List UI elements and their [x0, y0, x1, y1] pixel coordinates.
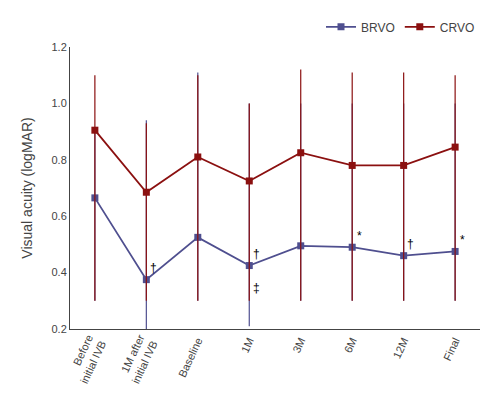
svg-text:Beforeinitial IVB: Beforeinitial IVB — [65, 333, 108, 386]
svg-text:6M: 6M — [342, 336, 359, 355]
svg-text:*: * — [357, 229, 362, 243]
svg-text:1M afterinitial IVB: 1M afterinitial IVB — [116, 332, 159, 385]
svg-text:1M: 1M — [239, 336, 256, 355]
svg-text:1.0: 1.0 — [52, 97, 67, 109]
svg-text:‡: ‡ — [253, 281, 260, 295]
svg-text:1.2: 1.2 — [52, 41, 67, 53]
svg-text:12M: 12M — [391, 336, 411, 360]
svg-text:3M: 3M — [290, 336, 307, 355]
svg-text:Baseline: Baseline — [176, 336, 205, 379]
svg-text:†: † — [407, 237, 414, 251]
svg-text:BRVO: BRVO — [361, 21, 395, 35]
svg-text:*: * — [460, 233, 465, 247]
svg-text:†: † — [150, 261, 157, 275]
svg-text:Final: Final — [441, 336, 462, 363]
svg-text:0.2: 0.2 — [52, 323, 67, 335]
svg-text:0.6: 0.6 — [52, 210, 67, 222]
svg-text:0.4: 0.4 — [52, 266, 67, 278]
svg-text:Visual acuity (logMAR): Visual acuity (logMAR) — [19, 117, 35, 258]
svg-text:†: † — [253, 247, 260, 261]
svg-text:0.8: 0.8 — [52, 154, 67, 166]
svg-text:CRVO: CRVO — [440, 21, 474, 35]
